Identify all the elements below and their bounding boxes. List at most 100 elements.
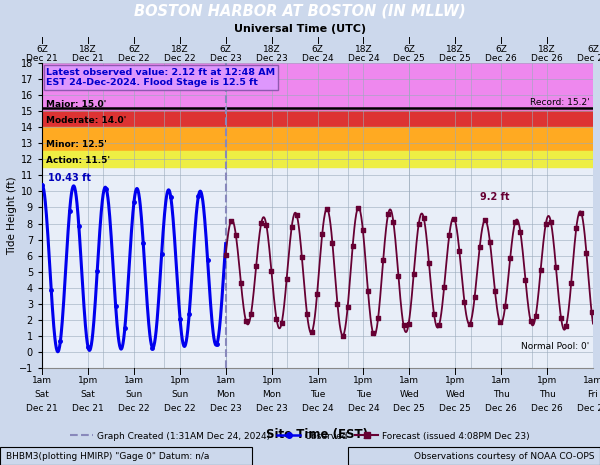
Text: 10.43 ft: 10.43 ft (47, 173, 91, 183)
Point (414, 220, 424, 227)
Text: Tue: Tue (356, 390, 371, 399)
Text: Record: 15.2': Record: 15.2' (530, 98, 589, 107)
Point (256, 219, 266, 227)
Text: 1am: 1am (400, 376, 419, 385)
Point (546, 219, 556, 226)
Text: 1am: 1am (32, 376, 52, 385)
Point (328, 239, 337, 246)
Text: Sun: Sun (125, 390, 142, 399)
Point (566, 279, 576, 286)
Text: Tue: Tue (310, 390, 325, 399)
Text: Dec 23: Dec 23 (256, 404, 287, 413)
Text: Dec 22: Dec 22 (118, 404, 149, 413)
Text: 18Z: 18Z (538, 45, 556, 54)
Point (383, 210, 393, 217)
Text: Dec 26: Dec 26 (485, 54, 517, 63)
Point (348, 242, 358, 249)
Point (231, 231, 241, 239)
Point (419, 215, 428, 222)
Text: Wed: Wed (445, 390, 465, 399)
Point (490, 287, 500, 295)
Text: Dec 26: Dec 26 (531, 404, 563, 413)
Text: Dec 27: Dec 27 (577, 54, 600, 63)
Text: Dec 26: Dec 26 (485, 404, 517, 413)
Text: 1am: 1am (308, 376, 328, 385)
Text: 18Z: 18Z (446, 45, 464, 54)
Text: Wed: Wed (400, 390, 419, 399)
Text: 6Z: 6Z (403, 45, 415, 54)
Point (313, 290, 322, 297)
Point (439, 283, 449, 291)
Text: Sat: Sat (35, 390, 49, 399)
Text: Observations courtesy of NOAA CO-OPS: Observations courtesy of NOAA CO-OPS (413, 452, 594, 460)
Text: Fri: Fri (587, 390, 598, 399)
Point (505, 254, 515, 261)
Text: Dec 25: Dec 25 (439, 54, 471, 63)
Point (297, 253, 307, 261)
Text: Dec 26: Dec 26 (531, 54, 563, 63)
Point (368, 330, 378, 337)
Point (556, 314, 566, 322)
Text: Normal Pool: 0': Normal Pool: 0' (521, 342, 589, 351)
Point (394, 272, 403, 279)
Text: Thu: Thu (493, 390, 509, 399)
Text: Dec 21: Dec 21 (26, 404, 58, 413)
Bar (42, 55, 593, 111)
Point (449, 215, 459, 222)
Text: Moderate: 14.0': Moderate: 14.0' (46, 116, 127, 125)
Text: Dec 22: Dec 22 (164, 54, 196, 63)
Legend: Graph Created (1:31AM Dec 24, 2024), Observed, Forecast (issued 4:08PM Dec 23): Graph Created (1:31AM Dec 24, 2024), Obs… (67, 428, 533, 444)
Point (531, 312, 541, 320)
Point (292, 212, 302, 219)
Text: BHBM3(plotting HMIRP) "Gage 0" Datum: n/a: BHBM3(plotting HMIRP) "Gage 0" Datum: n/… (6, 452, 209, 460)
Point (511, 218, 520, 226)
Point (399, 321, 409, 329)
Text: BOSTON HARBOR AT BOSTON (IN MLLW): BOSTON HARBOR AT BOSTON (IN MLLW) (134, 4, 466, 19)
Point (465, 320, 475, 328)
Point (379, 256, 388, 264)
Text: 1pm: 1pm (78, 376, 98, 385)
Text: 1am: 1am (124, 376, 144, 385)
Point (287, 223, 296, 230)
Point (262, 221, 271, 228)
Point (226, 218, 236, 225)
Point (455, 248, 464, 255)
Text: Latest observed value: 2.12 ft at 12:48 AM
EST 24-Dec-2024. Flood Stage is 12.5 : Latest observed value: 2.12 ft at 12:48 … (46, 68, 275, 87)
Text: Dec 25: Dec 25 (394, 54, 425, 63)
Point (445, 232, 454, 239)
Point (389, 218, 398, 226)
Point (373, 314, 383, 322)
Text: 18Z: 18Z (355, 45, 372, 54)
Text: 6Z: 6Z (311, 45, 323, 54)
Text: 18Z: 18Z (171, 45, 188, 54)
Point (551, 264, 561, 271)
Point (485, 238, 495, 246)
Text: Minor: 12.5': Minor: 12.5' (46, 140, 107, 149)
Text: Dec 22: Dec 22 (118, 54, 149, 63)
Text: Major: 15.0': Major: 15.0' (46, 100, 107, 109)
Text: 18Z: 18Z (79, 45, 97, 54)
Point (266, 267, 276, 274)
Text: 1pm: 1pm (353, 376, 374, 385)
Text: Dec 24: Dec 24 (302, 54, 334, 63)
Text: 1am: 1am (215, 376, 236, 385)
Text: Dec 24: Dec 24 (347, 54, 379, 63)
Point (515, 228, 525, 236)
Text: Dec 21: Dec 21 (72, 54, 104, 63)
Point (302, 310, 312, 317)
Text: Dec 21: Dec 21 (26, 54, 58, 63)
Text: Dec 23: Dec 23 (256, 54, 287, 63)
Point (338, 332, 347, 339)
Point (317, 230, 327, 238)
Text: 1pm: 1pm (170, 376, 190, 385)
Point (581, 250, 591, 257)
Text: Sat: Sat (80, 390, 95, 399)
Point (577, 209, 586, 217)
Point (475, 243, 485, 251)
Point (343, 304, 352, 311)
Bar (42, 151, 593, 167)
Text: Dec 21: Dec 21 (72, 404, 104, 413)
Text: 9.2 ft: 9.2 ft (480, 192, 509, 202)
Point (363, 287, 373, 294)
Point (277, 320, 286, 327)
